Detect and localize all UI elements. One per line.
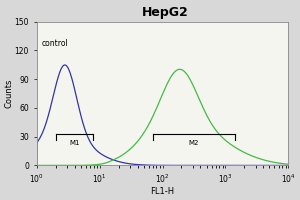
X-axis label: FL1-H: FL1-H xyxy=(151,187,175,196)
Text: HepG2: HepG2 xyxy=(142,6,188,19)
Y-axis label: Counts: Counts xyxy=(4,79,13,108)
Text: M2: M2 xyxy=(189,140,199,146)
Text: control: control xyxy=(42,39,68,48)
Text: M1: M1 xyxy=(69,140,80,146)
